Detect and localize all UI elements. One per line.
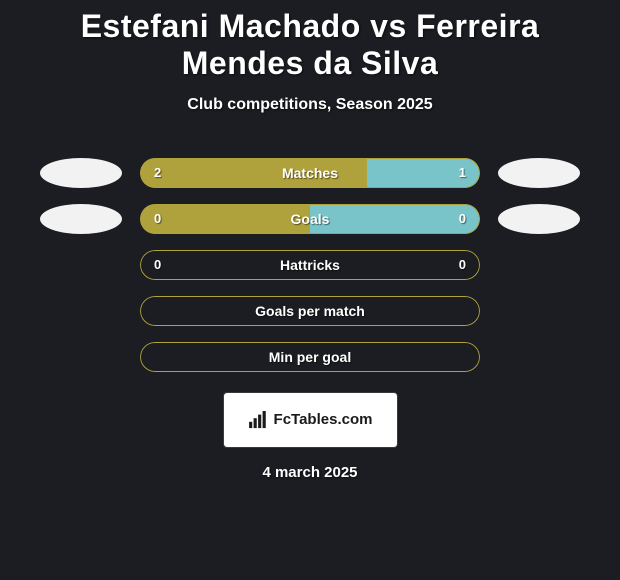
stat-row: 00Goals bbox=[10, 204, 610, 234]
bar-chart-icon bbox=[248, 411, 270, 429]
stat-label: Min per goal bbox=[140, 342, 480, 372]
stat-row: Goals per match bbox=[10, 296, 610, 326]
stat-row: 00Hattricks bbox=[10, 250, 610, 280]
stat-row: Min per goal bbox=[10, 342, 610, 372]
page-title: Estefani Machado vs Ferreira Mendes da S… bbox=[0, 0, 620, 82]
stat-rows: 21Matches 00Goals 00Hattricks Goals per mat… bbox=[0, 158, 620, 372]
stat-label: Hattricks bbox=[140, 250, 480, 280]
subtitle: Club competitions, Season 2025 bbox=[0, 96, 620, 114]
avatar-right bbox=[498, 158, 580, 188]
comparison-infographic: Estefani Machado vs Ferreira Mendes da S… bbox=[0, 0, 620, 580]
stat-label: Goals per match bbox=[140, 296, 480, 326]
stat-label: Goals bbox=[140, 204, 480, 234]
stat-bar: Min per goal bbox=[140, 342, 480, 372]
stat-bar: 00Goals bbox=[140, 204, 480, 234]
stat-bar: 00Hattricks bbox=[140, 250, 480, 280]
stat-bar: Goals per match bbox=[140, 296, 480, 326]
stat-label: Matches bbox=[140, 158, 480, 188]
avatar-left bbox=[40, 204, 122, 234]
logo-text: FcTables.com bbox=[274, 411, 373, 428]
avatar-right bbox=[498, 204, 580, 234]
stat-bar: 21Matches bbox=[140, 158, 480, 188]
stat-row: 21Matches bbox=[10, 158, 610, 188]
avatar-left bbox=[40, 158, 122, 188]
fctables-logo[interactable]: FcTables.com bbox=[223, 392, 398, 448]
date-label: 4 march 2025 bbox=[0, 464, 620, 481]
